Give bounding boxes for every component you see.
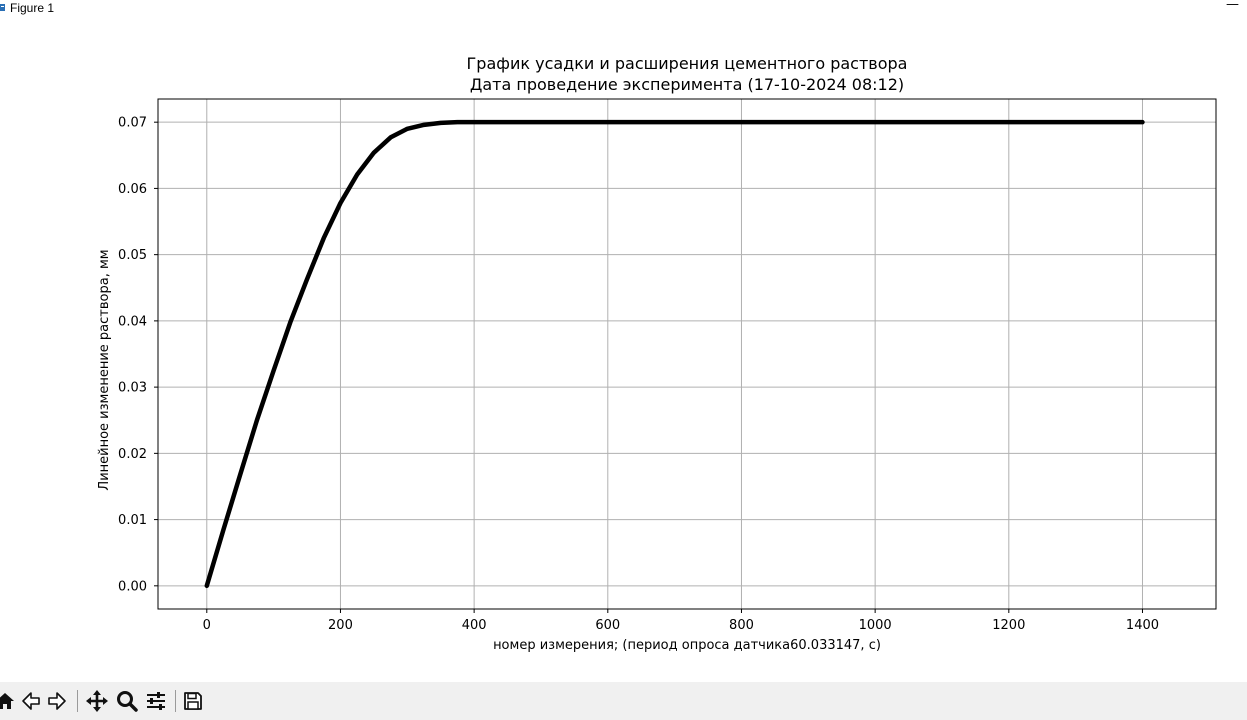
x-axis: 0 200 400 600 800 1000 1200 1400 [203,609,1159,633]
toolbar-separator [175,690,176,712]
plot-frame [157,98,1217,610]
forward-button[interactable] [44,688,70,714]
save-icon [184,692,202,710]
y-tick-label: 0.03 [118,381,147,396]
toolbar-separator [77,690,78,712]
y-tick-label: 0.04 [118,314,147,329]
x-tick-label: 1000 [859,618,892,633]
home-icon [0,693,14,709]
x-tick-label: 200 [328,618,353,633]
figure-canvas: 0 200 400 600 800 1000 1200 1400 0.00 0.01 0.02 0.… [0,16,1247,682]
series-layer [204,119,1145,589]
y-tick-label: 0.00 [118,579,147,594]
zoom-button[interactable] [114,688,140,714]
x-tick-label: 1200 [992,618,1025,633]
pan-icon [86,690,108,712]
pan-button[interactable] [84,688,110,714]
navigation-toolbar [0,682,1247,720]
chart-subtitle: Дата проведение эксперимента (17-10-2024… [470,75,904,94]
forward-icon [48,692,66,710]
configure-subplots-icon [147,692,165,710]
x-tick-label: 0 [203,618,211,633]
chart-title: График усадки и расширения цементного ра… [467,54,908,73]
y-tick-label: 0.02 [118,447,147,462]
window-title: Figure 1 [10,1,55,15]
x-tick-label: 400 [462,618,487,633]
y-tick-label: 0.07 [118,116,147,131]
x-axis-label: номер измерения; (период опроса датчика6… [493,638,881,653]
minimize-button[interactable]: — [1226,0,1239,12]
back-icon [22,692,40,710]
app-icon [0,4,5,11]
series-line [204,119,1145,589]
chart: 0 200 400 600 800 1000 1200 1400 0.000.010.020.… [97,54,1217,653]
y-tick-label: 0.05 [118,248,147,263]
y-tick-label: 0.01 [118,513,147,528]
x-tick-label: 1400 [1126,618,1159,633]
y-axis: 0.00 0.01 0.02 0.03 0.04 0.05 0.06 0.07 [118,116,158,594]
grid [158,99,1216,609]
zoom-icon [117,691,138,712]
x-tick-label: 800 [729,618,754,633]
y-tick-label: 0.06 [118,182,147,197]
window-titlebar: Figure 1 — [0,0,1247,16]
save-button[interactable] [180,688,206,714]
home-button[interactable] [0,688,18,714]
configure-subplots-button[interactable] [143,688,169,714]
y-axis-label: Линейное изменение раствора, мм [97,249,112,490]
x-tick-label: 600 [595,618,620,633]
back-button[interactable] [18,688,44,714]
